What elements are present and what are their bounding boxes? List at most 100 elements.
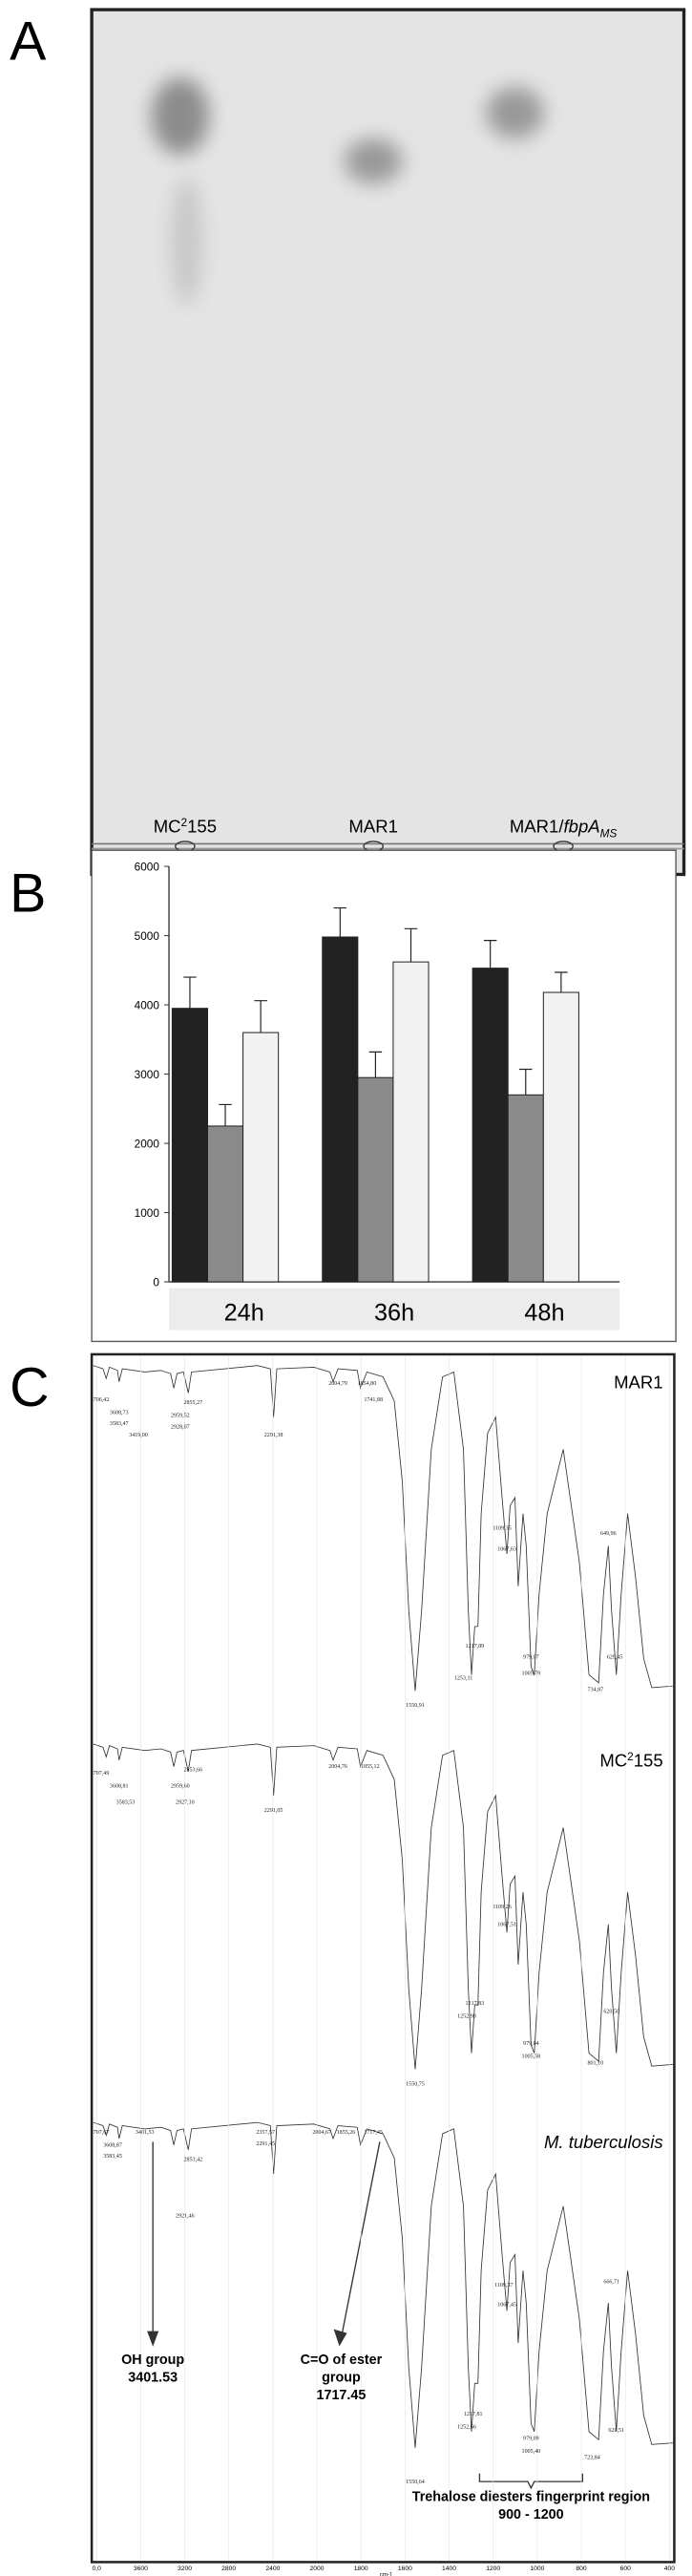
annotation: 3401.53 xyxy=(128,2371,178,2386)
label: M. tuberculosis xyxy=(544,2132,663,2152)
peak-label: 3608,81 xyxy=(110,1783,129,1789)
peak-label: 3401,53 xyxy=(136,2130,155,2136)
annotation: C=O of ester xyxy=(301,2352,383,2368)
panel-label: C xyxy=(10,1357,49,1418)
peak-label: 2921,46 xyxy=(176,2214,195,2220)
panel-label: B xyxy=(10,862,46,924)
peak-label: 2357,57 xyxy=(256,2130,275,2136)
peak-label: 620,51 xyxy=(608,2428,624,2434)
bar xyxy=(206,1125,244,1283)
bar xyxy=(171,1008,208,1283)
peak-label: 2004,76 xyxy=(328,1764,347,1770)
peak-label: 1741,88 xyxy=(364,1397,383,1403)
peak-label: 1550,64 xyxy=(406,2480,425,2485)
peak-label: 1854,80 xyxy=(358,1381,377,1387)
peak-label: 979,09 xyxy=(523,2436,539,2441)
label-part: MS xyxy=(600,827,618,841)
x-tick-label: 1200 xyxy=(486,2565,500,2572)
error-bar xyxy=(483,940,497,969)
x-axis-unit: cm-1 xyxy=(380,2573,393,2576)
peak-label: 1067,45 xyxy=(497,2302,516,2308)
annotation-arrows xyxy=(147,2141,584,2490)
peak-label: 1109,37 xyxy=(494,2283,513,2289)
peak-label: 723,84 xyxy=(584,2456,600,2461)
peak-label: 2928,07 xyxy=(171,1424,190,1430)
peak-label: 2291,45 xyxy=(256,2141,275,2147)
peak-label: 2853,42 xyxy=(183,2158,202,2163)
x-tick-label: 0,0 xyxy=(92,2565,101,2572)
y-tick-label: 2000 xyxy=(135,1137,160,1150)
label-part: MC xyxy=(599,1751,627,1771)
y-tick-label: 6000 xyxy=(135,860,160,873)
peak-label: 2959,60 xyxy=(171,1783,190,1789)
label-part: 155 xyxy=(187,817,217,837)
spectra-frame xyxy=(90,1352,676,2564)
error-bar xyxy=(254,1000,267,1033)
peak-label: 3583,47 xyxy=(110,1421,129,1427)
annotation: 1717.45 xyxy=(317,2388,367,2403)
x-tick-label: 1600 xyxy=(398,2565,412,2572)
error-bar xyxy=(183,976,197,1009)
peak-label: 3608,87 xyxy=(103,2142,122,2148)
peak-label: 2291,05 xyxy=(264,1808,283,1814)
peak-label: 2004,67 xyxy=(312,2130,331,2136)
x-tick-label: 36h xyxy=(374,1300,414,1327)
peak-label: 1067,63 xyxy=(497,1547,516,1553)
label-part: 155 xyxy=(634,1751,663,1771)
bar xyxy=(542,991,579,1283)
x-tick-label: 2400 xyxy=(265,2565,280,2572)
annotation: group xyxy=(322,2371,361,2386)
annotation: OH group xyxy=(121,2352,184,2368)
peak-label: 1550,75 xyxy=(406,2081,425,2087)
error-bar xyxy=(368,1051,383,1078)
label-part: fbpA xyxy=(564,817,600,837)
peak-label: 801,10 xyxy=(587,2060,603,2066)
bar xyxy=(472,968,509,1283)
x-tick-label: 3200 xyxy=(178,2565,192,2572)
peak-label: 3706,42 xyxy=(91,1397,110,1403)
peak-label: 1217,89 xyxy=(466,1644,485,1650)
peak-label: 1252,98 xyxy=(457,2014,476,2020)
peak-label: 3419,00 xyxy=(129,1433,148,1438)
error-bar xyxy=(333,906,347,938)
peak-label: 1252,66 xyxy=(457,2424,476,2430)
peak-label: 3707,49 xyxy=(91,1771,110,1777)
label: MC2155 xyxy=(599,1750,662,1771)
label-part: MC xyxy=(154,817,181,837)
label-part: M. tuberculosis xyxy=(544,2132,663,2152)
annotation: 900 - 1200 xyxy=(498,2507,564,2523)
peak-label: 649,96 xyxy=(600,1531,617,1537)
peak-label: 2853,66 xyxy=(183,1768,202,1774)
peak-label: 620,50 xyxy=(603,2009,619,2014)
peak-label: 666,71 xyxy=(603,2280,619,2286)
label-part: MAR1 xyxy=(614,1372,663,1392)
peak-label: 3583,53 xyxy=(116,1799,136,1805)
peak-label: 979,04 xyxy=(523,2041,539,2047)
x-tick-label: 600 xyxy=(620,2565,631,2572)
annotation: Trehalose diesters fingerprint region xyxy=(412,2489,650,2504)
peak-label: 1855,12 xyxy=(361,1764,380,1770)
label: MC2155 xyxy=(154,816,217,837)
panel-label: A xyxy=(10,11,47,72)
error-bar xyxy=(404,927,418,963)
peak-label: 1067,51 xyxy=(497,1922,516,1927)
label-part: MAR1/ xyxy=(510,817,564,837)
peak-label: 2291,38 xyxy=(264,1433,283,1438)
peak-label: 1855,26 xyxy=(337,2130,356,2136)
category-band xyxy=(169,1288,620,1331)
x-tick-label: 400 xyxy=(664,2565,675,2572)
label: MAR1 xyxy=(348,817,398,837)
x-tick-label: 24h xyxy=(224,1300,264,1327)
bar xyxy=(242,1032,280,1283)
peak-label: 1109,26 xyxy=(493,1905,511,1910)
peak-label: 1005,79 xyxy=(522,1671,541,1676)
bar xyxy=(357,1076,394,1283)
y-tick-label: 3000 xyxy=(135,1068,160,1081)
x-tick-label: 1400 xyxy=(442,2565,456,2572)
x-tick-label: 48h xyxy=(524,1300,564,1327)
bar xyxy=(392,961,430,1283)
peak-label: 1217,81 xyxy=(464,2412,483,2417)
label-part: 2 xyxy=(181,816,188,829)
figure-body: A B C MC2155 MAR1 MAR1/fbpAMS0100020003000… xyxy=(10,8,686,2576)
